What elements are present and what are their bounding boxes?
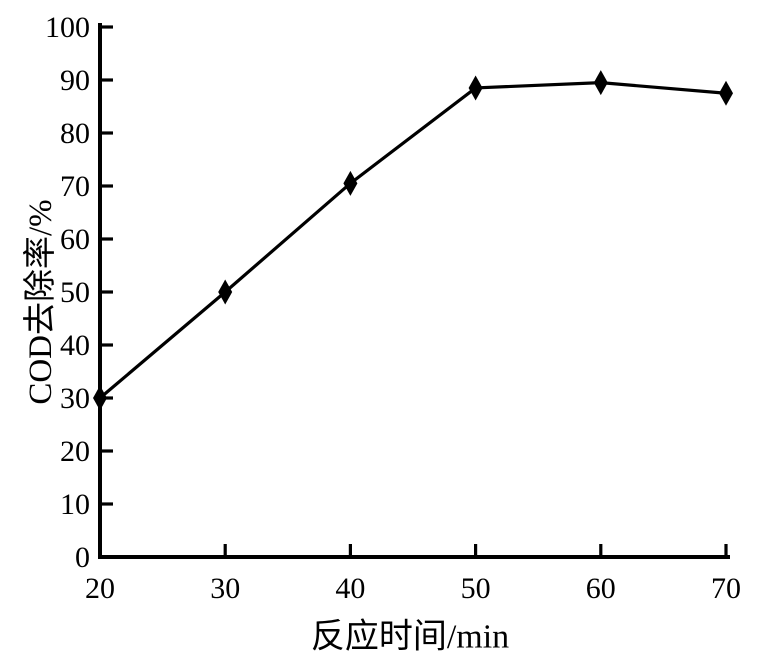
y-tick-label: 70	[60, 170, 90, 203]
x-tick-label: 50	[461, 572, 491, 605]
y-tick-label: 30	[60, 382, 90, 415]
y-tick-label: 20	[60, 435, 90, 468]
x-tick-label: 70	[711, 572, 741, 605]
y-tick-label: 50	[60, 276, 90, 309]
x-axis-label: 反应时间/min	[310, 618, 510, 656]
data-point-marker	[343, 170, 358, 196]
data-point-marker	[719, 80, 733, 106]
x-tick-label: 20	[85, 572, 115, 605]
y-tick-label: 0	[75, 541, 90, 574]
y-tick-label: 80	[60, 117, 90, 150]
y-tick-label: 10	[60, 488, 90, 521]
y-tick-label: 40	[60, 329, 90, 362]
data-point-marker	[468, 75, 483, 101]
data-point-marker	[593, 70, 608, 96]
y-axis-label: COD去除率/%	[23, 199, 59, 405]
x-tick-label: 60	[586, 572, 616, 605]
data-point-marker	[218, 279, 233, 305]
y-tick-label: 60	[60, 223, 90, 256]
y-tick-label: 90	[60, 64, 90, 97]
data-line	[98, 81, 727, 400]
y-tick-label: 100	[45, 11, 90, 44]
x-tick-label: 40	[335, 572, 365, 605]
x-tick-label: 30	[210, 572, 240, 605]
data-point-marker	[93, 385, 107, 411]
